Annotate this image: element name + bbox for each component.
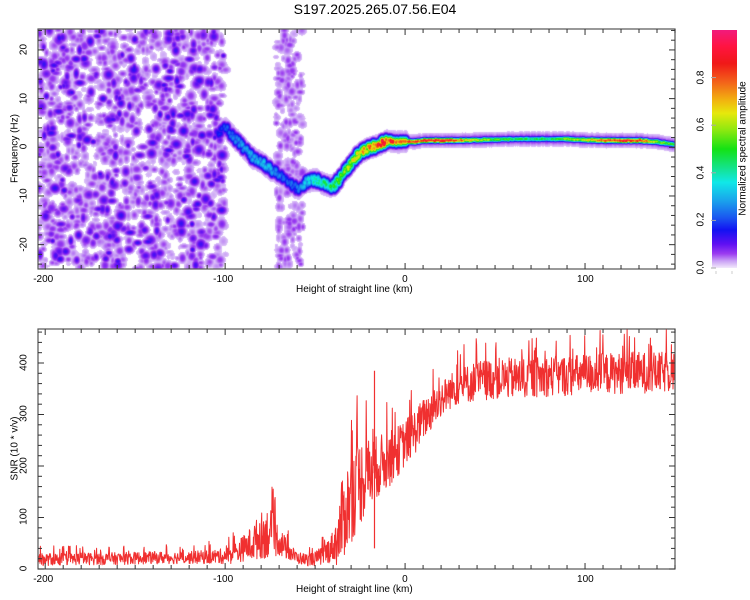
snr-x-tick-label: -200 [33, 574, 54, 585]
snr-x-axis-label: Height of straight line (km) [296, 584, 413, 595]
snr-y-tick-label: 100 [18, 508, 30, 526]
snr-y-tick-label: 200 [18, 457, 30, 474]
spectrogram-x-tick-label: -200 [33, 274, 54, 285]
spectrogram-axes [37, 28, 676, 270]
snr-y-tick-label: 0 [18, 565, 30, 572]
snr-y-tick-label: 300 [18, 405, 30, 423]
snr-x-tick-label: -100 [213, 574, 234, 585]
snr-x-tick-label: 100 [577, 574, 594, 585]
chart-title: S197.2025.265.07.56.E04 [293, 1, 457, 17]
spectrogram-frame [37, 28, 676, 270]
spectrogram-x-tick-label: 0 [402, 274, 408, 285]
snr-y-tick-label: 400 [18, 354, 30, 371]
spectrogram-x-tick-label: 100 [577, 274, 594, 285]
spectrogram-x-axis-label: Height of straight line (km) [296, 284, 413, 295]
colorbar [712, 30, 737, 268]
snr-line [37, 328, 676, 567]
snr-x-tick-label: 0 [402, 574, 408, 585]
colorbar-axes [711, 77, 733, 274]
snr-frame [37, 328, 676, 570]
spectrogram-x-tick-label: -100 [213, 274, 234, 285]
spectrogram-heatmap [38, 29, 675, 269]
